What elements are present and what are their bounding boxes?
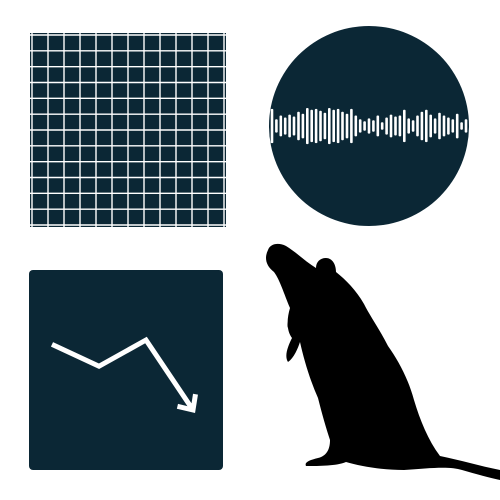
waveform-bars	[270, 108, 468, 145]
waveform-bar	[372, 120, 375, 132]
downtrend-chart-icon	[29, 270, 223, 470]
rat-front-paw	[287, 316, 302, 331]
waveform-bar	[270, 108, 274, 144]
waveform-bar	[306, 108, 309, 145]
waveform-bar	[358, 119, 362, 133]
waveform-bar	[350, 108, 353, 144]
waveform-bar	[367, 118, 371, 134]
waveform-bar	[425, 109, 428, 143]
waveform-bar	[279, 115, 283, 137]
waveform-bar	[407, 118, 410, 134]
waveform-bar	[336, 108, 340, 144]
waveform-bar	[297, 111, 300, 141]
trend-line	[50, 336, 196, 412]
waveform-bar	[363, 121, 366, 131]
waveform-bar	[394, 116, 397, 136]
waveform-bar	[442, 115, 446, 137]
rat-silhouette	[266, 243, 500, 480]
waveform-bar	[380, 122, 384, 130]
waveform-bar	[323, 112, 327, 140]
waveform-bar	[283, 117, 287, 135]
waveform-bar	[345, 113, 349, 139]
waveform-bar	[420, 111, 424, 141]
waveform-bar	[451, 119, 455, 133]
grid-lines	[30, 33, 226, 227]
waveform-bar	[319, 110, 322, 142]
waveform-bar	[398, 115, 402, 137]
waveform-bar	[314, 108, 318, 144]
waveform-bar	[376, 115, 380, 137]
grid-icon	[30, 33, 226, 227]
waveform-bar	[455, 113, 459, 139]
waveform-bar	[292, 116, 296, 136]
waveform-bar	[328, 108, 331, 145]
waveform-bar	[464, 119, 468, 133]
waveform-bar	[438, 112, 441, 140]
waveform-bar	[332, 109, 335, 143]
arrow-head	[176, 393, 198, 414]
waveform-bar	[403, 109, 406, 143]
waveform-bar	[385, 117, 388, 135]
waveform-bar	[411, 120, 415, 132]
trend-panel	[29, 270, 223, 470]
waveform-bar	[341, 111, 344, 141]
waveform-bar	[416, 115, 419, 137]
waveform-bar	[354, 115, 358, 137]
waveform-bar	[310, 109, 313, 143]
waveform-bar	[429, 114, 432, 138]
waveform-bar	[447, 117, 450, 135]
sound-wave-icon	[269, 26, 469, 226]
waveform-bar	[275, 119, 278, 133]
waveform-bar	[389, 114, 393, 138]
waveform-bar	[301, 113, 305, 139]
rat-body	[266, 243, 500, 480]
waveform-bar	[460, 122, 463, 130]
waveform-bar	[288, 114, 291, 138]
waveform-bar	[433, 118, 437, 134]
